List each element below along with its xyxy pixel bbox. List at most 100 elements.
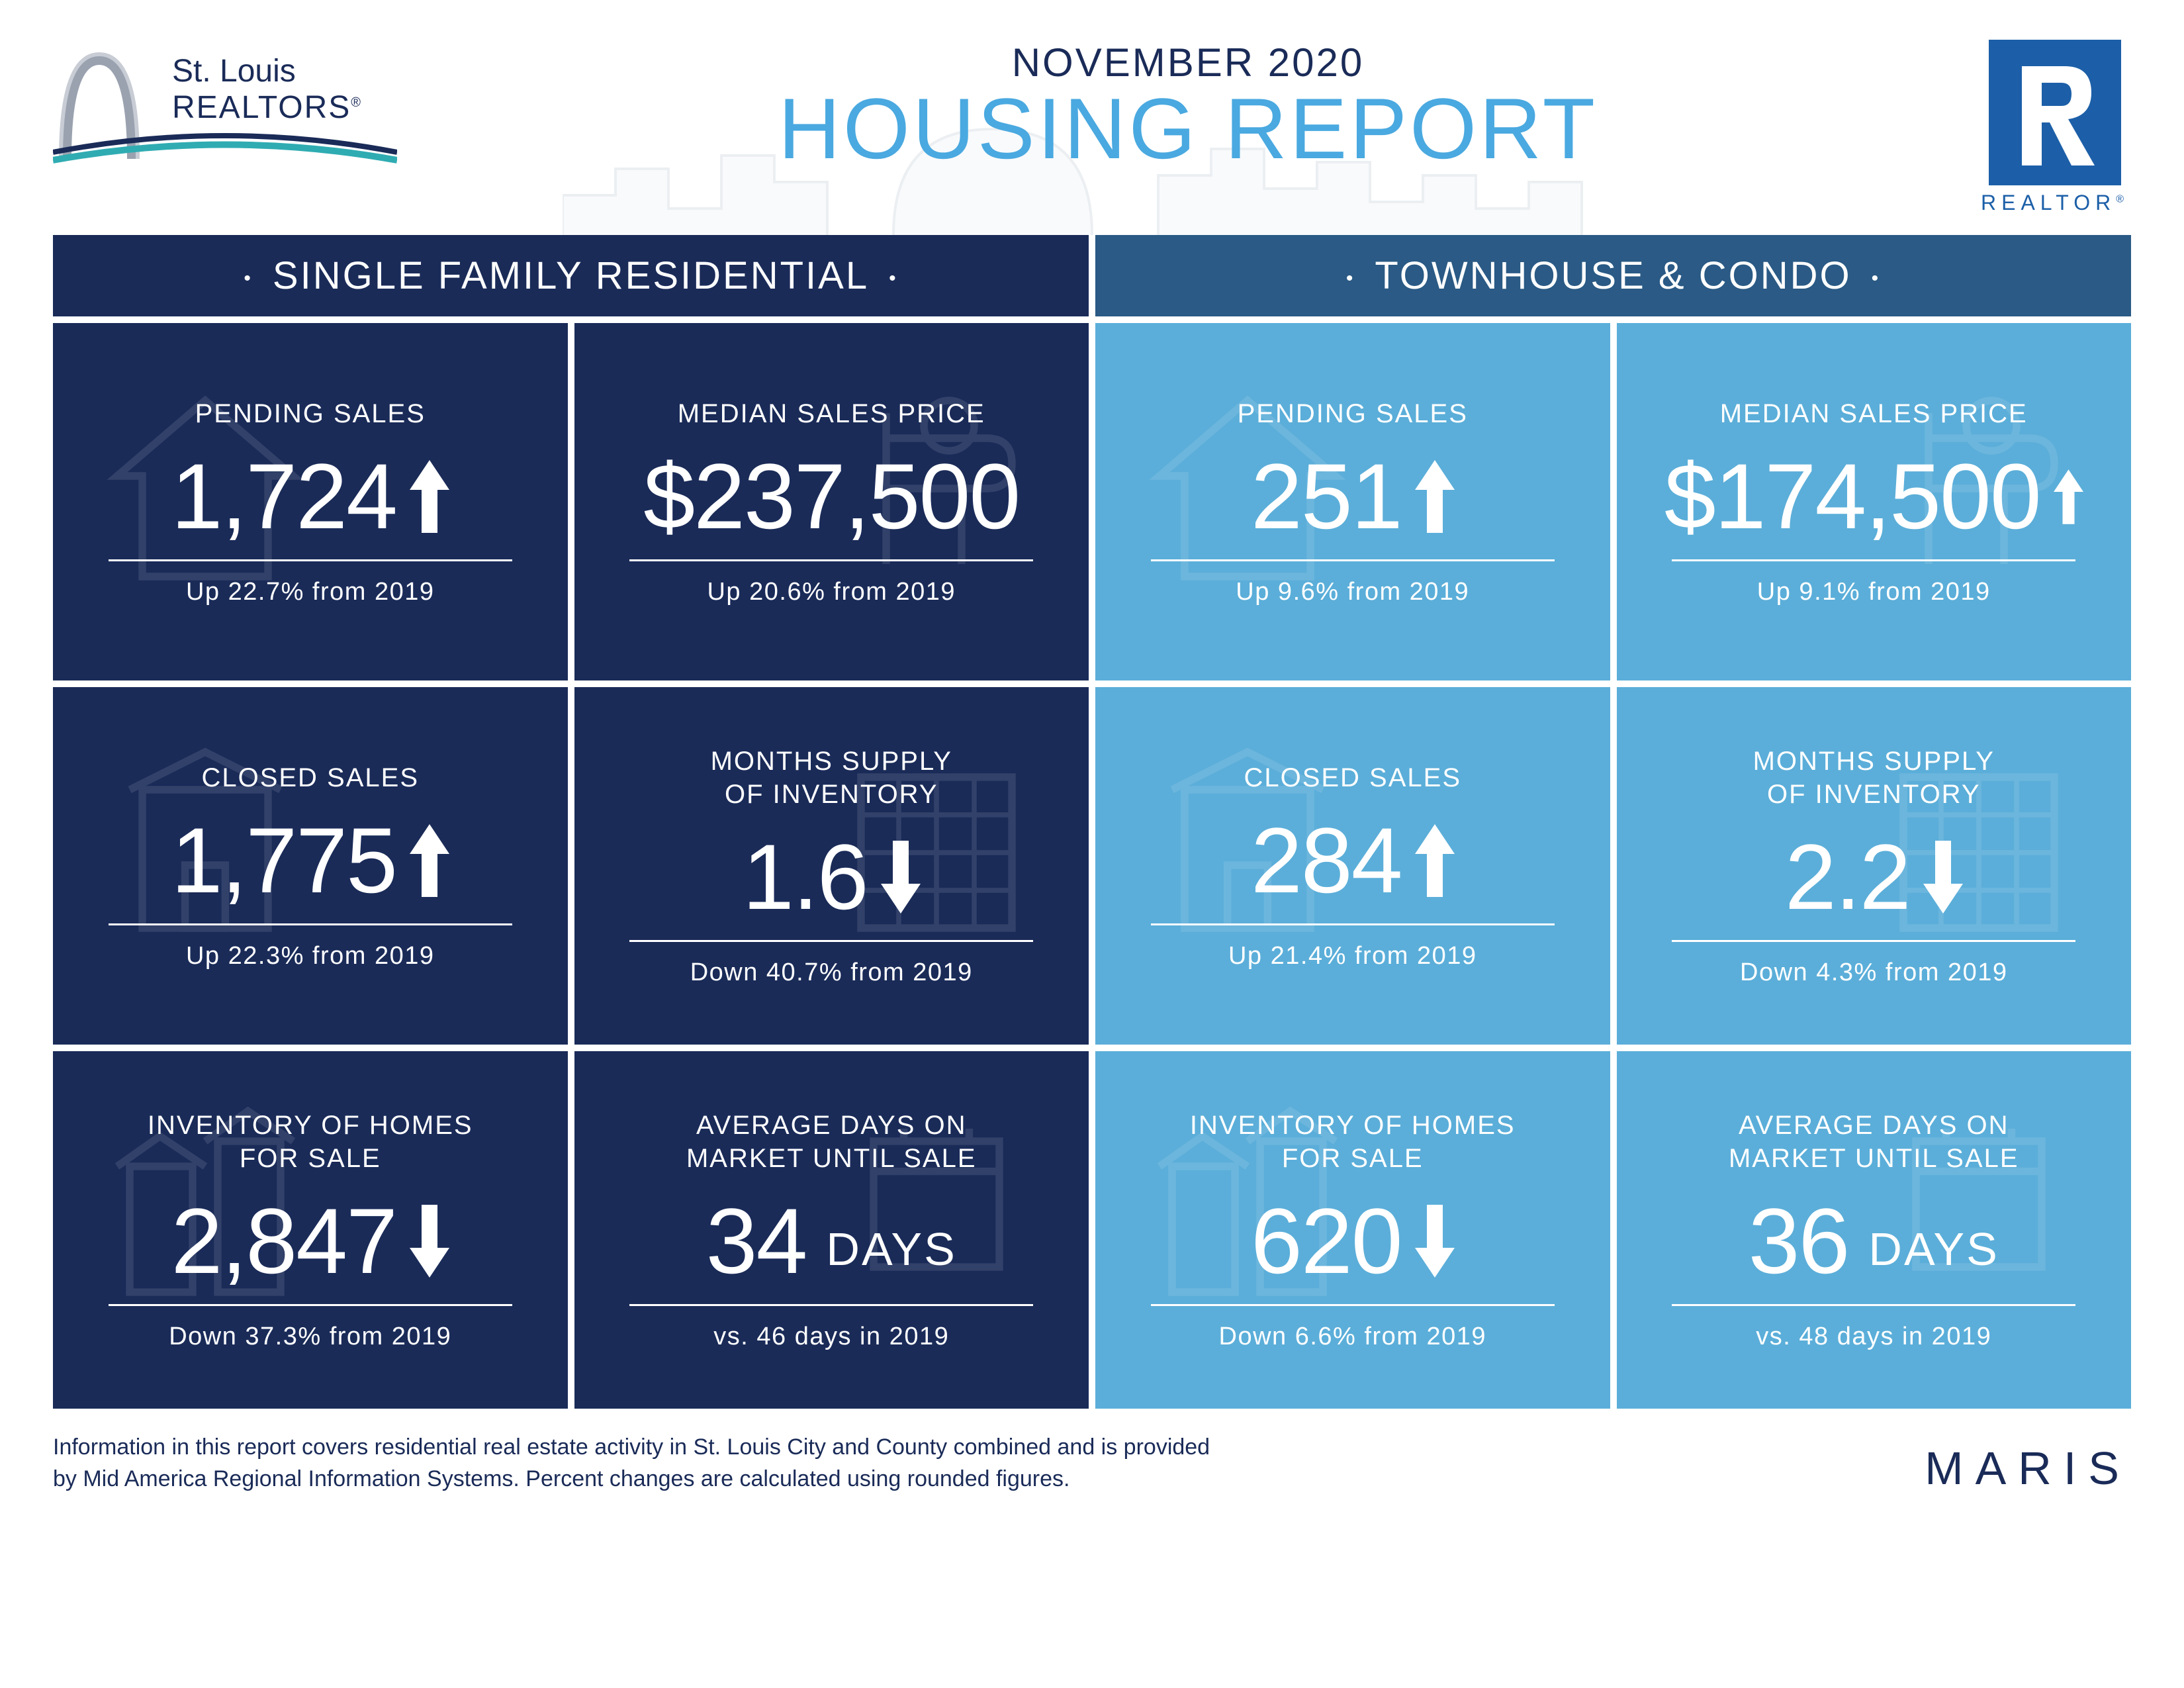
header: St. Louis REALTORS® NOVEMBER 2020 HOUSIN… [53,40,2131,215]
metric-number: 36 [1749,1195,1849,1288]
metric-change: Down 37.3% from 2019 [169,1323,451,1351]
metric-value: 620 [1251,1195,1455,1288]
metric-cell: CLOSED SALES284Up 21.4% from 2019 [1095,687,1610,1045]
stlouis-realtors-logo: St. Louis REALTORS® [53,40,397,172]
metric-label: MEDIAN SALES PRICE [678,397,985,430]
metric-label: AVERAGE DAYS ONMARKET UNTIL SALE [1729,1109,2019,1175]
metric-change: Up 9.1% from 2019 [1757,578,1991,606]
metric-number: $174,500 [1664,450,2040,543]
divider [1151,1304,1555,1306]
metric-label: INVENTORY OF HOMESFOR SALE [148,1109,473,1175]
metric-cell: PENDING SALES 251 Up 9.6% from 2019 [1095,323,1610,680]
metric-cell: MEDIAN SALES PRICE $237,500 Up 20.6% from … [574,323,1089,680]
metric-change: Down 40.7% from 2019 [690,959,973,987]
logo-line2: REALTORS® [172,89,362,126]
logo-line1: St. Louis [172,53,362,89]
metric-change: Up 20.6% from 2019 [707,578,956,606]
metric-change: Up 9.6% from 2019 [1236,578,1469,606]
metric-number: $237,500 [643,450,1019,543]
metric-number: 34 [706,1195,807,1288]
up-arrow-icon [1415,460,1455,533]
metric-value: 1.6 [743,831,921,923]
metric-cell: MONTHS SUPPLYOF INVENTORY 2.2 Down 4.3% fr… [1617,687,2132,1045]
metric-cell: MONTHS SUPPLYOF INVENTORY 1.6 Down 40.7% f… [574,687,1089,1045]
metric-value: 1,775 [171,814,449,907]
divider [629,559,1033,561]
metric-change: Down 6.6% from 2019 [1219,1323,1486,1351]
down-arrow-icon [410,1205,449,1278]
divider [1672,559,2075,561]
metric-label: MEDIAN SALES PRICE [1720,397,2028,430]
metric-value: 36 DAYS [1749,1195,1999,1288]
metric-value: $237,500 [643,450,1019,543]
metric-number: 2.2 [1785,831,1910,923]
metric-cell: INVENTORY OF HOMESFOR SALE 620 Down 6.6% f… [1095,1051,1610,1409]
divider [629,1304,1033,1306]
metric-unit: DAYS [826,1223,956,1276]
metric-value: $174,500 [1664,450,2083,543]
footer: Information in this report covers reside… [53,1432,2131,1495]
maris-brand: MARIS [1925,1442,2131,1495]
metric-change: Up 22.3% from 2019 [186,942,435,970]
swoosh-icon [53,126,397,165]
townhouse-condo-column: •TOWNHOUSE & CONDO• PENDING SALES 251 Up 9… [1095,235,2131,1409]
metric-value: 2,847 [171,1195,449,1288]
metric-number: 1,724 [171,450,396,543]
divider [1151,559,1555,561]
divider [629,940,1033,942]
metric-label: MONTHS SUPPLYOF INVENTORY [711,745,952,811]
divider [1151,923,1555,925]
single-family-header: •SINGLE FAMILY RESIDENTIAL• [53,235,1089,316]
metric-label: INVENTORY OF HOMESFOR SALE [1190,1109,1516,1175]
realtor-logo: REALTOR® [1979,40,2131,215]
metric-label: MONTHS SUPPLYOF INVENTORY [1753,745,1995,811]
up-arrow-icon [1415,824,1455,897]
metric-cell: AVERAGE DAYS ONMARKET UNTIL SALE 36 DAYS vs… [1617,1051,2132,1409]
metric-cell: PENDING SALES 1,724 Up 22.7% from 2019 [53,323,568,680]
down-arrow-icon [1415,1205,1455,1278]
down-arrow-icon [881,841,921,914]
metric-value: 284 [1251,814,1455,907]
divider [1672,1304,2075,1306]
metrics-table: •SINGLE FAMILY RESIDENTIAL• PENDING SALE… [53,235,2131,1409]
footer-text: Information in this report covers reside… [53,1432,1210,1495]
metric-unit: DAYS [1868,1223,1999,1276]
metric-label: AVERAGE DAYS ONMARKET UNTIL SALE [686,1109,977,1175]
metric-label: PENDING SALES [195,397,426,430]
metric-number: 2,847 [171,1195,396,1288]
title-main: HOUSING REPORT [397,85,1979,171]
metric-label: CLOSED SALES [1244,761,1461,794]
metric-change: vs. 46 days in 2019 [713,1323,949,1351]
metric-label: PENDING SALES [1238,397,1468,430]
metric-cell: CLOSED SALES 1,775 Up 22.3% from 2019 [53,687,568,1045]
realtor-r-icon [1989,40,2121,185]
divider [109,559,512,561]
metric-number: 1,775 [171,814,396,907]
down-arrow-icon [1923,841,1963,914]
title-month: NOVEMBER 2020 [397,40,1979,85]
divider [109,1304,512,1306]
metric-cell: AVERAGE DAYS ONMARKET UNTIL SALE 34 DAYS vs… [574,1051,1089,1409]
metric-change: Up 22.7% from 2019 [186,578,435,606]
metric-number: 284 [1251,814,1402,907]
metric-value: 1,724 [171,450,449,543]
up-arrow-icon [410,824,449,897]
metric-number: 620 [1251,1195,1402,1288]
up-arrow-icon [2054,469,2083,525]
metric-change: Down 4.3% from 2019 [1740,959,2007,987]
metric-value: 251 [1251,450,1455,543]
townhouse-condo-header: •TOWNHOUSE & CONDO• [1095,235,2131,316]
metric-number: 251 [1251,450,1402,543]
title-block: NOVEMBER 2020 HOUSING REPORT [397,40,1979,171]
divider [109,923,512,925]
realtor-label: REALTOR® [1979,191,2131,215]
metric-value: 34 DAYS [706,1195,957,1288]
metric-cell: MEDIAN SALES PRICE $174,500 Up 9.1% from 2… [1617,323,2132,680]
metric-change: vs. 48 days in 2019 [1756,1323,1991,1351]
metric-cell: INVENTORY OF HOMESFOR SALE 2,847 Down 37.3… [53,1051,568,1409]
metric-number: 1.6 [743,831,868,923]
metric-label: CLOSED SALES [201,761,419,794]
metric-value: 2.2 [1785,831,1963,923]
divider [1672,940,2075,942]
single-family-column: •SINGLE FAMILY RESIDENTIAL• PENDING SALE… [53,235,1089,1409]
